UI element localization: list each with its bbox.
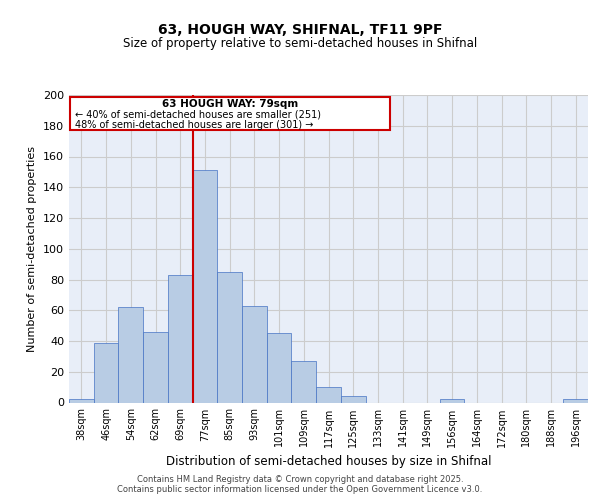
Text: Contains HM Land Registry data © Crown copyright and database right 2025.: Contains HM Land Registry data © Crown c…	[137, 474, 463, 484]
Y-axis label: Number of semi-detached properties: Number of semi-detached properties	[28, 146, 37, 352]
Text: Contains public sector information licensed under the Open Government Licence v3: Contains public sector information licen…	[118, 484, 482, 494]
Bar	[168, 275, 193, 402]
Bar	[316, 387, 341, 402]
Bar	[267, 334, 292, 402]
Text: 48% of semi-detached houses are larger (301) →: 48% of semi-detached houses are larger (…	[75, 120, 314, 130]
Text: ← 40% of semi-detached houses are smaller (251): ← 40% of semi-detached houses are smalle…	[75, 110, 321, 120]
Bar	[440, 400, 464, 402]
Bar	[292, 361, 316, 403]
Bar	[94, 342, 118, 402]
X-axis label: Distribution of semi-detached houses by size in Shifnal: Distribution of semi-detached houses by …	[166, 455, 491, 468]
Text: Size of property relative to semi-detached houses in Shifnal: Size of property relative to semi-detach…	[123, 38, 477, 51]
Bar	[193, 170, 217, 402]
Bar	[242, 306, 267, 402]
Bar	[563, 400, 588, 402]
Text: 63 HOUGH WAY: 79sqm: 63 HOUGH WAY: 79sqm	[162, 99, 298, 109]
Bar	[217, 272, 242, 402]
FancyBboxPatch shape	[70, 96, 390, 130]
Bar	[341, 396, 365, 402]
Text: 63, HOUGH WAY, SHIFNAL, TF11 9PF: 63, HOUGH WAY, SHIFNAL, TF11 9PF	[158, 22, 442, 36]
Bar	[69, 400, 94, 402]
Bar	[143, 332, 168, 402]
Bar	[118, 307, 143, 402]
